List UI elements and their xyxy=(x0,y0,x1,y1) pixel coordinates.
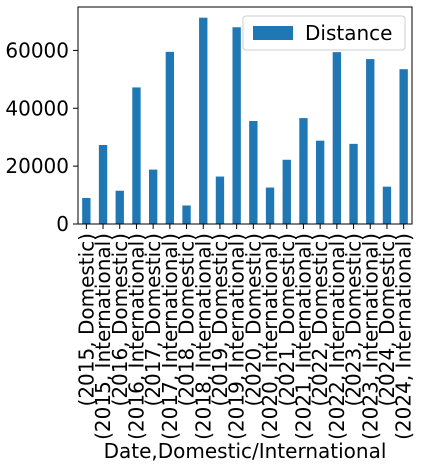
bar-14 xyxy=(299,118,308,224)
bar-3 xyxy=(115,190,124,224)
bar-5 xyxy=(148,169,158,224)
y-tick-label: 40000 xyxy=(5,96,69,120)
bar-16 xyxy=(332,52,342,224)
x-tick-label: (2015, International) xyxy=(91,233,115,440)
bar-11 xyxy=(249,120,258,224)
x-tick-label: (2024, Domestic) xyxy=(375,233,399,406)
bar-8 xyxy=(199,17,208,224)
bar-12 xyxy=(265,187,275,224)
bar-6 xyxy=(165,51,175,225)
legend: Distance xyxy=(242,15,406,51)
x-tick-label: (2022, International) xyxy=(325,233,349,440)
bar-7 xyxy=(182,205,191,224)
x-tick-label: (2020, Domestic) xyxy=(241,233,265,406)
x-tick-label: (2024, International) xyxy=(392,233,416,440)
bar-20 xyxy=(399,69,408,224)
bar-9 xyxy=(215,176,225,224)
x-tick-label: (2017, International) xyxy=(158,233,182,440)
bar-15 xyxy=(315,140,325,224)
x-tick-label: (2016, Domestic) xyxy=(108,233,132,406)
y-axis: 0 20000 40000 60000 xyxy=(5,38,78,236)
x-tick-label: (2017, Domestic) xyxy=(141,233,165,406)
x-tick-label: (2015, Domestic) xyxy=(74,233,98,406)
bar-1 xyxy=(82,197,91,224)
bar-17 xyxy=(349,143,358,224)
x-axis-label: Date,Domestic/International xyxy=(104,439,387,463)
bar-4 xyxy=(132,87,141,225)
bar-19 xyxy=(382,186,392,224)
legend-label: Distance xyxy=(305,21,392,45)
bar-18 xyxy=(366,59,375,224)
y-tick-label: 0 xyxy=(56,212,69,236)
y-tick-label: 20000 xyxy=(5,154,69,178)
x-tick-label: (2019, Domestic) xyxy=(208,233,232,406)
x-tick-label: (2018, International) xyxy=(191,233,215,440)
x-tick-label: (2020, International) xyxy=(258,233,282,440)
x-tick-label: (2016, International) xyxy=(124,233,148,440)
legend-swatch xyxy=(253,26,293,40)
legend-box xyxy=(242,15,406,51)
x-tick-label: (2023, International) xyxy=(358,233,382,440)
x-tick-label: (2023, Domestic) xyxy=(342,233,366,406)
bars xyxy=(82,17,408,225)
x-tick-label: (2019, International) xyxy=(225,233,249,440)
bar-2 xyxy=(98,145,108,224)
x-axis: (2015, Domestic)(2015, International)(20… xyxy=(74,224,416,440)
bar-13 xyxy=(282,159,291,224)
x-tick-label: (2022, Domestic) xyxy=(308,233,332,406)
bar-10 xyxy=(232,27,241,225)
plot-frame xyxy=(77,6,413,225)
x-tick-label: (2018, Domestic) xyxy=(175,233,199,406)
x-tick-label: (2021, Domestic) xyxy=(275,233,299,406)
y-tick-label: 60000 xyxy=(5,38,69,62)
x-tick-label: (2021, International) xyxy=(291,233,315,440)
